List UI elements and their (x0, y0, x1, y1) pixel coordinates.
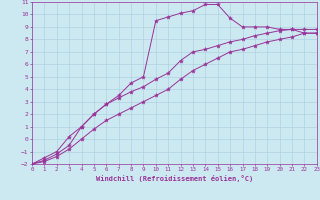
X-axis label: Windchill (Refroidissement éolien,°C): Windchill (Refroidissement éolien,°C) (96, 175, 253, 182)
